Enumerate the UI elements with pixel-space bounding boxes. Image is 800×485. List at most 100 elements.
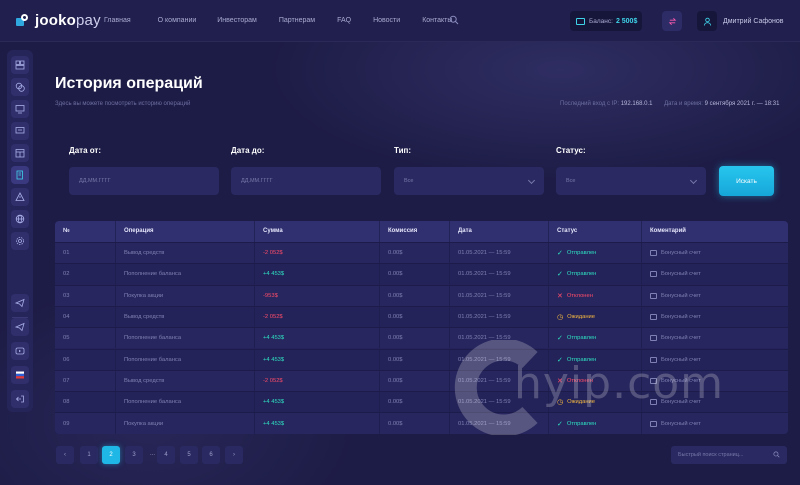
pagination-prev[interactable]: ‹ [56,446,74,464]
comment-icon [650,377,657,384]
nav-item-news[interactable]: Новости [373,17,401,24]
pagination-page[interactable]: 6 [202,446,220,464]
sidebar-item-history[interactable] [11,166,29,184]
clock-icon: ◷ [557,399,564,407]
coins-icon [15,82,25,92]
nav-item-partners[interactable]: Партнерам [278,17,316,24]
operations-table: № Операция Сумма Комиссия Дата Статус Ко… [55,221,788,434]
cell-fee: 0.00$ [380,243,450,264]
sidebar-item-globe[interactable] [11,210,29,228]
table-row[interactable]: 05 Пополнение баланса +4 453$ 0.00$ 01.05.20… [55,327,788,349]
page-subtitle: Здесь вы можете посмотреть историю опера… [55,101,191,107]
pagination-page[interactable]: 5 [180,446,198,464]
globe-icon [15,214,25,224]
table-row[interactable]: 02 Пополнение баланса +4 453$ 0.00$ 01.05.20… [55,263,788,285]
user-menu[interactable]: Дмитрий Сафонов [697,11,783,31]
warning-icon [15,192,25,201]
check-icon: ✓ [557,335,563,343]
cell-date: 01.05.2021 — 15:59 [450,285,549,306]
search-button[interactable]: Искать [719,166,774,196]
cell-comment: Бонусный счет [642,286,788,306]
date-from-input[interactable]: ДД.ММ.ГГГГ [69,167,219,195]
nav-item-faq[interactable]: FAQ [337,17,352,24]
check-icon: ✓ [557,356,563,364]
sidebar-item-warning[interactable] [11,188,29,206]
user-name: Дмитрий Сафонов [723,17,784,25]
status-text: Отправлен [566,271,597,278]
telegram-icon [15,298,25,308]
quick-search-input[interactable]: Быстрый поиск страниц... [671,446,787,464]
cell-comment: Бонусный счет [642,392,788,412]
sidebar-item-youtube[interactable] [11,342,29,360]
sidebar-item-refill[interactable] [11,100,29,118]
status-label: Статус: [556,146,586,155]
datetime-value: 9 сентября 2021 г. — 18:31 [704,101,780,107]
sidebar-item-logout[interactable] [11,390,29,408]
cell-status: ◷ Ожидание [549,392,642,413]
cell-status: ✓ Отправлен [549,349,642,370]
cell-fee: 0.00$ [380,370,450,392]
cell-fee: 0.00$ [380,349,450,370]
sidebar-item-language[interactable] [11,366,29,384]
balance-widget[interactable]: Баланс: 2 500$ [570,11,642,31]
search-icon[interactable] [449,15,459,25]
cell-operation: Вывод средств [116,306,255,328]
table-row[interactable]: 07 Вывод средств -2 052$ 0.00$ 01.05.2021 — … [55,369,788,392]
avatar [697,11,717,31]
sidebar-item-telegram-2[interactable] [11,318,29,336]
table-row[interactable]: 08 Пополнение баланса +4 453$ 0.00$ 01.05.20… [55,391,788,413]
pagination-page[interactable]: 2 [102,446,120,464]
logo[interactable]: jookopay [16,12,101,29]
swap-button[interactable] [662,11,682,31]
comment-icon [650,292,657,299]
sidebar-item-dashboard[interactable] [11,56,29,74]
pagination-next[interactable]: › [225,446,243,464]
cell-date: 01.05.2021 — 15:59 [450,306,549,328]
table-row[interactable]: 01 Вывод средств -2 052$ 0.00$ 01.05.2021 — … [55,242,788,264]
nav-item-contacts[interactable]: Контакты [422,17,453,24]
type-select[interactable]: Все [394,167,544,195]
sidebar-item-settings[interactable] [11,232,29,250]
column-header-date: Дата [450,221,549,242]
table-row[interactable]: 04 Вывод средств -2 052$ 0.00$ 01.05.2021 — … [55,305,788,328]
cell-number: 06 [55,349,116,370]
cell-operation: Пополнение баланса [116,349,255,370]
last-login-ip: 192.168.0.1 [620,101,653,107]
pagination-page[interactable]: 4 [157,446,175,464]
table-row[interactable]: 06 Пополнение баланса +4 453$ 0.00$ 01.05.20… [55,348,788,370]
cell-date: 01.05.2021 — 15:59 [450,370,549,392]
nav-item-about[interactable]: О компании [157,17,197,24]
table-row[interactable]: 03 Покупка акции -953$ 0.00$ 01.05.2021 — 15… [55,284,788,306]
sidebar-item-withdraw[interactable] [11,122,29,140]
comment-icon [650,250,657,257]
sidebar-divider [12,317,28,318]
comment-text: Бонусный счет [661,356,701,363]
status-select-value: Все [566,178,576,184]
column-header-operation: Операция [116,221,255,242]
nav-item-investors[interactable]: Инвесторам [217,17,257,24]
cell-amount: +4 453$ [255,392,380,413]
cell-date: 01.05.2021 — 15:59 [450,243,549,264]
cell-number: 08 [55,392,116,413]
comment-icon [650,399,657,406]
user-icon [703,17,711,26]
cell-status: ✓ Отправлен [549,328,642,349]
table-row[interactable]: 09 Покупка акции +4 453$ 0.00$ 01.05.2021 — … [55,412,788,434]
screen-icon [15,127,25,134]
comment-icon [650,335,657,342]
sidebar-item-telegram-1[interactable] [11,294,29,312]
sidebar-item-deposits[interactable] [11,78,29,96]
balance-label: Баланс: [589,17,613,25]
pagination-page[interactable]: 3 [125,446,143,464]
status-select[interactable]: Все [556,167,706,195]
balance-value: 2 500$ [615,17,638,25]
nav-item-home[interactable]: Главная [104,17,131,24]
cell-amount: -2 052$ [255,306,380,328]
pagination-page[interactable]: 1 [80,446,98,464]
sidebar [7,50,33,412]
date-to-input[interactable]: ДД.ММ.ГГГГ [231,167,381,195]
sidebar-item-calendar[interactable] [11,144,29,162]
logo-mark-icon [16,13,30,28]
comment-icon [650,314,657,321]
cell-status: ✕ Отклонен [549,285,642,306]
